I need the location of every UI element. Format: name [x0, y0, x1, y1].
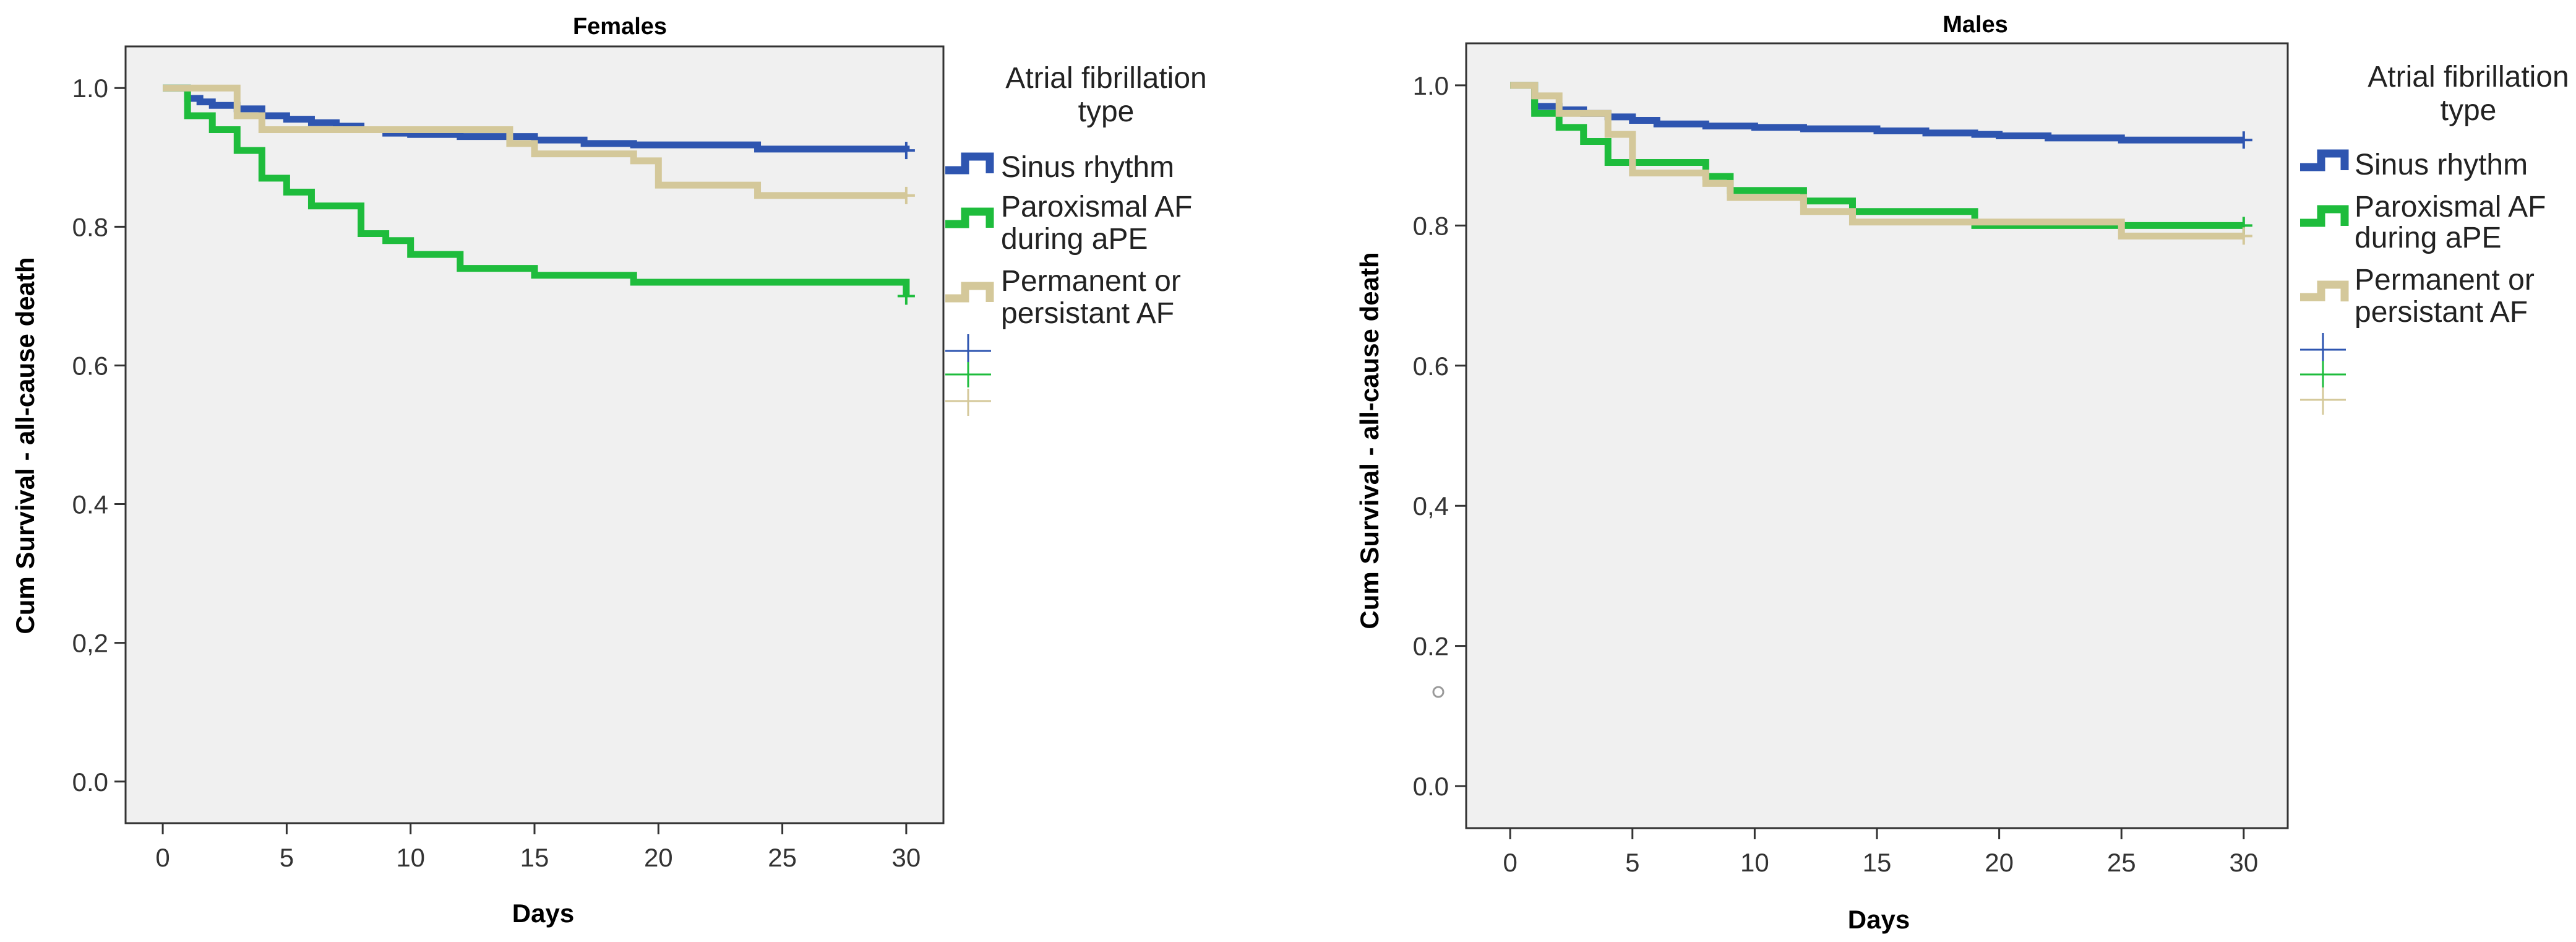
legend-label-paroxismal-af-line1: Paroxismal AF — [1001, 191, 1192, 223]
legend-censor-marks — [945, 334, 991, 416]
legend-label-permanent-af-line2: persistant AF — [1001, 297, 1174, 330]
legend-censor-marks — [2300, 333, 2346, 415]
survival-curve-permanent-af — [163, 84, 906, 199]
x-tick-label: 0 — [1503, 848, 1517, 877]
legend-title-line1: Atrial fibrillation — [1005, 62, 1206, 95]
legend-label-sinus-rhythm: Sinus rhythm — [1001, 151, 1174, 184]
y-tick-label: 0,2 — [72, 629, 108, 658]
legend-label-permanent-af-line2: persistant AF — [2355, 296, 2528, 329]
x-tick-label: 10 — [396, 843, 425, 872]
chart-panel-females: Females Days Cum Survival - all-cause de… — [11, 14, 1207, 928]
y-axis-label: Cum Survival - all-cause death — [1355, 252, 1384, 629]
x-tick-label: 30 — [2229, 848, 2258, 877]
chart-panel-males: Males Days Cum Survival - all-cause deat… — [1355, 12, 2569, 934]
censor-mark-sinus-rhythm — [897, 142, 915, 160]
y-tick-label: 0.8 — [1413, 211, 1449, 240]
plot-area — [124, 45, 945, 824]
y-axis-ticks: 0.0 0,2 0.4 0.6 0.8 1.0 — [72, 74, 126, 797]
censor-mark-sinus-rhythm — [2235, 131, 2252, 149]
chart-title: Males — [1943, 12, 2008, 38]
legend-label-permanent-af-line1: Permanent or — [2355, 264, 2535, 296]
survival-curve-permanent-af — [1510, 82, 2244, 240]
legend-title-line1: Atrial fibrillation — [2368, 61, 2569, 93]
legend-swatch-paroxismal-af — [945, 207, 994, 228]
x-tick-label: 25 — [768, 843, 797, 872]
y-tick-label: 0,4 — [1413, 491, 1449, 521]
survival-curve-sinus-rhythm — [163, 84, 910, 153]
series-lines — [1510, 82, 2252, 245]
survival-curve-paroxismal-af — [163, 84, 910, 296]
x-tick-label: 20 — [644, 843, 673, 872]
x-axis-ticks: 0 5 10 15 20 25 30 — [155, 823, 921, 872]
legend-label-paroxismal-af-line1: Paroxismal AF — [2355, 191, 2546, 223]
legend-title-line2: type — [1078, 95, 1135, 128]
y-tick-label: 0.0 — [1413, 772, 1449, 801]
y-tick-label: 0.8 — [72, 212, 108, 241]
censor-mark-permanent-af — [897, 186, 915, 204]
x-tick-label: 30 — [892, 843, 921, 872]
legend-swatch-sinus-rhythm — [2300, 149, 2349, 171]
legend-swatch-sinus-rhythm — [945, 152, 994, 175]
x-axis-label: Days — [512, 899, 574, 928]
censor-mark-paroxismal-af — [897, 287, 915, 305]
series-lines — [163, 84, 915, 305]
y-tick-label: 0.4 — [72, 490, 108, 519]
y-tick-label: 0.6 — [1413, 352, 1449, 381]
y-tick-label: 0.0 — [72, 767, 108, 797]
censor-mark-permanent-af — [2235, 227, 2252, 245]
x-axis-label: Days — [1848, 905, 1910, 934]
chart-title: Females — [573, 14, 667, 40]
legend-swatch-permanent-af — [2300, 280, 2349, 301]
x-axis-ticks: 0 5 10 15 20 25 30 — [1503, 828, 2258, 877]
x-tick-label: 5 — [280, 843, 294, 872]
legend-label-permanent-af-line1: Permanent or — [1001, 265, 1181, 298]
y-tick-label: 1.0 — [72, 74, 108, 103]
x-tick-label: 15 — [1863, 848, 1892, 877]
legend-swatch-permanent-af — [945, 282, 994, 303]
x-tick-label: 25 — [2107, 848, 2136, 877]
y-axis-ticks: 0.0 0.2 0,4 0.6 0.8 1.0 — [1413, 71, 1466, 801]
x-tick-label: 5 — [1625, 848, 1639, 877]
legend-label-paroxismal-af-line2: during aPE — [2355, 222, 2502, 254]
y-axis-label: Cum Survival - all-cause death — [11, 257, 40, 634]
y-tick-label: 0.6 — [72, 351, 108, 380]
plot-area — [1465, 42, 2289, 829]
stray-marker — [1432, 686, 1445, 698]
legend-label-paroxismal-af-line2: during aPE — [1001, 223, 1148, 256]
legend-label-sinus-rhythm: Sinus rhythm — [2355, 149, 2528, 181]
x-tick-label: 15 — [520, 843, 549, 872]
legend-swatch-paroxismal-af — [2300, 205, 2349, 227]
legend: Atrial fibrillation type Sinus rhythm Pa… — [2300, 61, 2569, 415]
y-tick-label: 0.2 — [1413, 632, 1449, 661]
legend-title-line2: type — [2441, 94, 2497, 127]
x-tick-label: 10 — [1740, 848, 1769, 877]
x-tick-label: 0 — [155, 843, 170, 872]
x-tick-label: 20 — [1985, 848, 2014, 877]
legend: Atrial fibrillation type Sinus rhythm Pa… — [945, 62, 1207, 416]
y-tick-label: 1.0 — [1413, 71, 1449, 100]
